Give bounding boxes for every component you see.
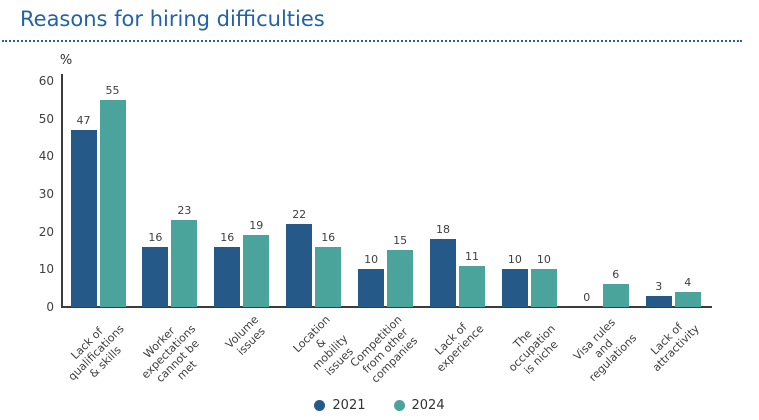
x-axis-line xyxy=(61,306,712,308)
legend-label-2021: 2021 xyxy=(332,398,366,413)
bar-value-label: 11 xyxy=(465,249,479,263)
bar-2021 xyxy=(70,129,97,307)
y-tick-label: 20 xyxy=(38,224,54,239)
bar-2021 xyxy=(214,246,241,307)
bar-2024 xyxy=(602,284,629,307)
legend: 2021 2024 xyxy=(0,398,759,413)
bar-value-label: 15 xyxy=(393,234,408,248)
bar-value-label: 10 xyxy=(536,253,551,267)
bar-2024 xyxy=(674,291,701,307)
bar-value-label: 0 xyxy=(583,291,591,304)
bar-2021 xyxy=(501,269,528,307)
bar-value-label: 22 xyxy=(292,208,307,222)
bar-2024 xyxy=(459,265,485,307)
bar-2021 xyxy=(430,239,456,307)
bar-value-label: 6 xyxy=(612,268,620,282)
bar-value-label: 16 xyxy=(148,230,163,244)
y-tick-label: 50 xyxy=(38,111,54,126)
legend-dot-2024 xyxy=(393,400,405,411)
x-axis-label: Volume issues xyxy=(222,313,268,358)
legend-label-2024: 2024 xyxy=(411,398,445,413)
y-tick-label: 30 xyxy=(38,186,54,201)
x-axis-label: Lack of attractivity xyxy=(647,320,702,375)
bar-value-label: 18 xyxy=(436,223,450,237)
bar-value-label: 55 xyxy=(105,83,120,97)
bar-2024 xyxy=(99,99,126,307)
x-axis-label: Competition from other companies xyxy=(347,313,421,386)
bar-value-label: 3 xyxy=(655,279,663,293)
bar-value-label: 10 xyxy=(507,253,522,267)
x-axis-label: Lack of experience xyxy=(432,320,486,375)
bar-2024 xyxy=(530,269,557,307)
legend-dot-2021 xyxy=(314,400,326,411)
bar-value-label: 4 xyxy=(684,275,692,289)
bar-2024 xyxy=(387,250,414,307)
x-axis-label: The occupation is niche xyxy=(505,322,561,377)
y-tick-label: 40 xyxy=(38,149,54,164)
legend-item-2024: 2024 xyxy=(393,398,445,413)
bar-2021 xyxy=(286,224,313,307)
bar-value-label: 23 xyxy=(177,204,192,218)
title-divider xyxy=(2,40,742,42)
bar-value-label: 47 xyxy=(76,113,91,127)
x-axis-label: Lack of qualifications & skills xyxy=(65,322,127,384)
bar-value-label: 16 xyxy=(220,230,235,244)
x-axis-label: Location & mobility issues xyxy=(290,313,357,379)
y-axis-line xyxy=(61,74,63,307)
bar-2021 xyxy=(645,295,672,307)
y-tick-label: 10 xyxy=(38,262,54,277)
x-axis-label: Visa rules and regulations xyxy=(570,315,639,385)
bar-2021 xyxy=(358,269,385,307)
bar-2024 xyxy=(243,235,270,307)
y-tick-label: 0 xyxy=(46,300,54,314)
y-tick-label: 60 xyxy=(38,73,54,88)
legend-item-2021: 2021 xyxy=(314,398,366,413)
x-axis-label: Worker expectations cannot be met xyxy=(139,322,202,386)
bar-value-label: 16 xyxy=(321,230,336,244)
bar-2024 xyxy=(171,220,198,307)
bar-2021 xyxy=(142,246,169,307)
y-axis-unit-label: % xyxy=(59,53,73,68)
bar-value-label: 10 xyxy=(364,253,379,267)
chart-title: Reasons for hiring difficulties xyxy=(20,7,325,31)
bar-value-label: 19 xyxy=(249,219,264,233)
bar-2024 xyxy=(315,246,342,307)
